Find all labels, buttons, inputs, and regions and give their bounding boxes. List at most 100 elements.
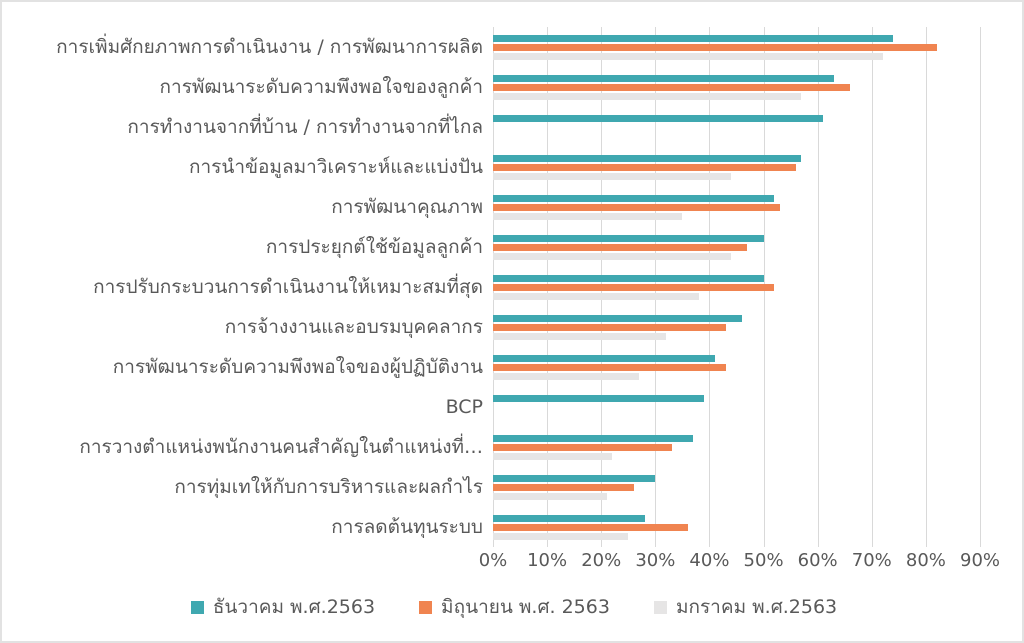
category-label: การพัฒนาระดับความพึงพอใจของผู้ปฏิบัติงาน xyxy=(112,356,483,378)
bar-series-2 xyxy=(493,84,851,91)
category-label: BCP xyxy=(445,396,483,418)
bar-group xyxy=(493,507,980,547)
bar-group xyxy=(493,27,980,67)
bar-series-3 xyxy=(493,493,607,500)
gridline xyxy=(817,27,819,547)
category-label: การลดต้นทุนระบบ xyxy=(331,516,483,538)
bar-series-2 xyxy=(493,204,780,211)
bar-series-2 xyxy=(493,484,634,491)
x-axis-tick: 60% xyxy=(797,550,838,571)
category-row: BCP xyxy=(2,387,1022,427)
bar-series-3 xyxy=(493,373,640,380)
bar-group xyxy=(493,67,980,107)
bar-group xyxy=(493,227,980,267)
bar-series-3 xyxy=(493,333,667,340)
bar-series-3 xyxy=(493,93,802,100)
bar-group xyxy=(493,467,980,507)
bar-series-2 xyxy=(493,164,797,171)
category-label: การทุ่มเทให้กับการบริหารและผลกำไร xyxy=(174,476,483,498)
x-axis-tick: 80% xyxy=(905,550,946,571)
legend: ธันวาคม พ.ศ.2563 มิถุนายน พ.ศ. 2563 มกราคม… xyxy=(2,592,1022,622)
bar-series-1 xyxy=(493,435,694,442)
category-row: การพัฒนาคุณภาพ xyxy=(2,187,1022,227)
category-row: การพัฒนาระดับความพึงพอใจของลูกค้า xyxy=(2,67,1022,107)
bar-series-1 xyxy=(493,155,802,162)
bar-series-1 xyxy=(493,275,764,282)
bar-series-2 xyxy=(493,44,937,51)
category-label: การวางตำแหน่งพนักงานคนสำคัญในตำแหน่งที่… xyxy=(79,436,483,458)
bar-group xyxy=(493,267,980,307)
gridline xyxy=(980,27,981,547)
bar-series-2 xyxy=(493,524,688,531)
bar-series-3 xyxy=(493,173,732,180)
bar-series-3 xyxy=(493,453,613,460)
legend-swatch-icon xyxy=(419,600,433,614)
category-row: การนำข้อมูลมาวิเคราะห์และแบ่งปัน xyxy=(2,147,1022,187)
bar-series-1 xyxy=(493,355,715,362)
category-label: การจ้างงานและอบรมบุคคลากร xyxy=(224,316,483,338)
legend-label: มิถุนายน พ.ศ. 2563 xyxy=(441,596,610,618)
category-label: การปรับกระบวนการดำเนินงานให้เหมาะสมที่สุ… xyxy=(93,276,483,298)
x-axis-tick: 10% xyxy=(527,550,568,571)
legend-label: ธันวาคม พ.ศ.2563 xyxy=(212,596,376,618)
bar-series-1 xyxy=(493,475,656,482)
bar-series-1 xyxy=(493,115,824,122)
legend-swatch-icon xyxy=(190,600,204,614)
gridline xyxy=(871,27,873,547)
bar-group xyxy=(493,347,980,387)
gridline xyxy=(925,27,927,547)
legend-item: ธันวาคม พ.ศ.2563 xyxy=(190,592,376,622)
legend-item: มกราคม พ.ศ.2563 xyxy=(653,592,838,622)
category-row: การจ้างงานและอบรมบุคคลากร xyxy=(2,307,1022,347)
bar-group xyxy=(493,307,980,347)
category-row: การวางตำแหน่งพนักงานคนสำคัญในตำแหน่งที่… xyxy=(2,427,1022,467)
bar-group xyxy=(493,427,980,467)
bar-series-3 xyxy=(493,533,629,540)
category-row: การพัฒนาระดับความพึงพอใจของผู้ปฏิบัติงาน xyxy=(2,347,1022,387)
bar-series-1 xyxy=(493,315,742,322)
bar-group xyxy=(493,107,980,147)
bar-series-3 xyxy=(493,293,699,300)
x-axis-tick: 50% xyxy=(743,550,784,571)
bar-series-1 xyxy=(493,515,645,522)
legend-swatch-icon xyxy=(653,600,667,614)
x-axis-tick: 90% xyxy=(959,550,1001,571)
bar-series-1 xyxy=(493,395,705,402)
bar-series-3 xyxy=(493,213,683,220)
bar-group xyxy=(493,387,980,427)
bar-series-2 xyxy=(493,324,726,331)
bar-series-1 xyxy=(493,235,764,242)
category-label: การพัฒนาคุณภาพ xyxy=(331,196,483,218)
category-row: การปรับกระบวนการดำเนินงานให้เหมาะสมที่สุ… xyxy=(2,267,1022,307)
category-row: การประยุกต์ใช้ข้อมูลลูกค้า xyxy=(2,227,1022,267)
legend-item: มิถุนายน พ.ศ. 2563 xyxy=(419,592,610,622)
category-label: การพัฒนาระดับความพึงพอใจของลูกค้า xyxy=(159,76,483,98)
bar-series-3 xyxy=(493,253,732,260)
bar-series-2 xyxy=(493,444,672,451)
bar-series-3 xyxy=(493,53,883,60)
bar-series-1 xyxy=(493,35,894,42)
category-label: การเพิ่มศักยภาพการดำเนินงาน / การพัฒนากา… xyxy=(56,36,483,58)
bar-group xyxy=(493,187,980,227)
x-axis-tick: 40% xyxy=(689,550,730,571)
bar-group xyxy=(493,147,980,187)
bar-series-2 xyxy=(493,284,775,291)
bar-series-2 xyxy=(493,364,726,371)
bar-series-2 xyxy=(493,244,748,251)
category-label: การทำงานจากที่บ้าน / การทำงานจากที่ไกล xyxy=(127,116,483,138)
legend-label: มกราคม พ.ศ.2563 xyxy=(675,596,838,618)
category-row: การทุ่มเทให้กับการบริหารและผลกำไร xyxy=(2,467,1022,507)
x-axis-tick: 70% xyxy=(851,550,892,571)
x-axis-tick: 20% xyxy=(581,550,622,571)
x-axis-tick: 0% xyxy=(478,550,508,571)
category-label: การนำข้อมูลมาวิเคราะห์และแบ่งปัน xyxy=(189,156,483,178)
category-row: การเพิ่มศักยภาพการดำเนินงาน / การพัฒนากา… xyxy=(2,27,1022,67)
x-axis: 0% 10% 20% 30% 40% 50% 60% 70% 80% 90% xyxy=(479,550,1000,576)
bar-series-1 xyxy=(493,75,834,82)
category-row: การทำงานจากที่บ้าน / การทำงานจากที่ไกล xyxy=(2,107,1022,147)
x-axis-tick: 30% xyxy=(635,550,676,571)
category-row: การลดต้นทุนระบบ xyxy=(2,507,1022,547)
bar-series-1 xyxy=(493,195,775,202)
category-label: การประยุกต์ใช้ข้อมูลลูกค้า xyxy=(265,236,483,258)
